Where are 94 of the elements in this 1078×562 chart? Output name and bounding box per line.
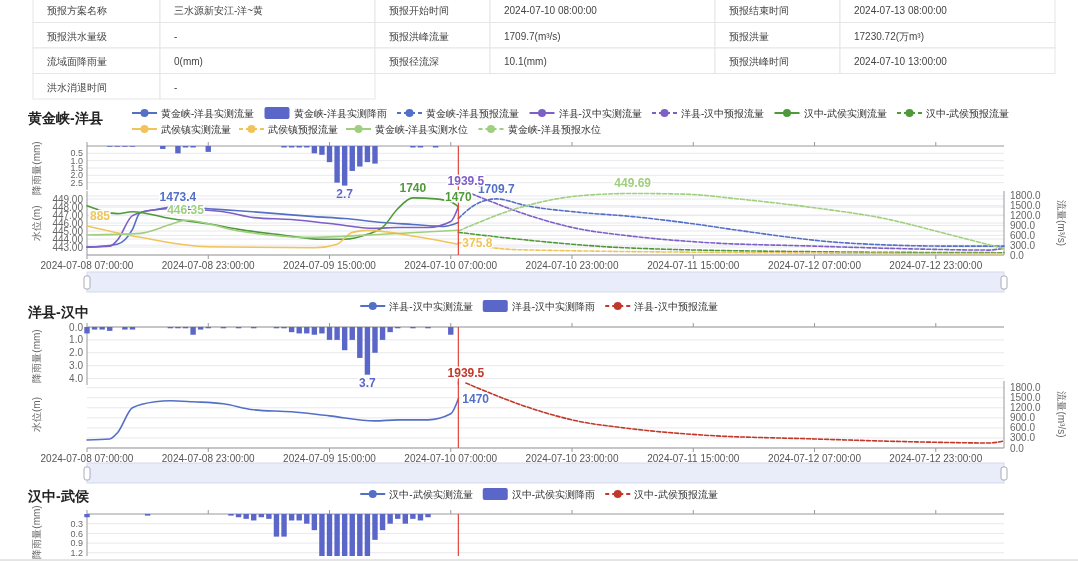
x-tick-label: 2024-07-09 15:00:00	[283, 260, 377, 271]
text: 10.1(mm)	[504, 56, 547, 67]
y2-tick-label: 1500.0	[1010, 392, 1042, 404]
y2-tick-label: 0.0	[1010, 442, 1025, 454]
data-label: 885	[90, 208, 111, 223]
x-tick-label: 2024-07-08 07:00:00	[40, 260, 134, 271]
y2-axis-title: 流量(m³/s)	[1056, 391, 1067, 438]
y2-tick-label: 1500.0	[1010, 200, 1042, 212]
y-tick-label: 1.0	[69, 334, 84, 346]
legend-label: 洋县-汉中预报流量	[634, 300, 718, 312]
text: 洪水消退时间	[47, 81, 107, 93]
legend-label: 洋县-汉中实测降雨	[511, 300, 596, 312]
legend-label: 黄金峡-洋县实测降雨	[293, 107, 387, 119]
data-label: 1473.4	[159, 189, 197, 204]
legend-label: 黄金峡-洋县预报水位	[507, 123, 601, 135]
y2-tick-label: 300.0	[1010, 432, 1036, 444]
y2-tick-label: 0.0	[1010, 249, 1025, 261]
text: 预报洪水量级	[47, 30, 107, 42]
y-tick-label: 1.2	[70, 547, 83, 558]
text: 17230.72(万m³)	[854, 30, 925, 42]
x-tick-label: 2024-07-08 23:00:00	[161, 453, 256, 464]
y-axis-title: 水位(m)	[31, 397, 42, 432]
y2-tick-label: 600.0	[1010, 422, 1036, 434]
y2-tick-label: 300.0	[1010, 239, 1036, 251]
x-tick-label: 2024-07-10 23:00:00	[525, 260, 619, 271]
text: 预报洪峰时间	[729, 56, 789, 67]
legend-label: 黄金峡-洋县实测流量	[161, 107, 255, 119]
x-tick-label: 2024-07-10 07:00:00	[404, 260, 498, 271]
text: 0(mm)	[174, 56, 203, 67]
data-label: 3.7	[359, 375, 377, 390]
legend-label: 武侯镇预报流量	[268, 123, 338, 135]
text: 2024-07-13 08:00:00	[854, 5, 948, 16]
text: 预报开始时间	[389, 5, 449, 16]
text: 预报洪量	[729, 30, 769, 42]
y2-tick-label: 1200.0	[1010, 402, 1042, 414]
text: 预报方案名称	[47, 5, 107, 16]
y-tick-label: 0.9	[70, 538, 83, 549]
legend-label: 洋县-汉中实测流量	[558, 107, 642, 119]
x-tick-label: 2024-07-08 23:00:00	[161, 260, 256, 271]
text: -	[174, 30, 178, 42]
chart-title: 汉中-武侯	[27, 488, 90, 504]
y-tick-label: 3.0	[69, 360, 84, 372]
text: 预报结束时间	[729, 5, 789, 16]
data-label: 1470	[462, 391, 490, 406]
x-tick-label: 2024-07-10 23:00:00	[525, 453, 619, 464]
y-tick-label: 0.6	[70, 528, 83, 539]
text: 1709.7(m³/s)	[504, 30, 561, 42]
y2-tick-label: 900.0	[1010, 412, 1036, 424]
x-tick-label: 2024-07-11 15:00:00	[647, 260, 740, 271]
y2-tick-label: 600.0	[1010, 229, 1036, 241]
text: 流域面降雨量	[47, 56, 107, 67]
y2-tick-label: 1800.0	[1010, 190, 1042, 202]
x-tick-label: 2024-07-12 23:00:00	[889, 453, 983, 464]
y-axis-title: 降雨量(mm)	[31, 141, 42, 195]
legend-label: 汉中-武侯实测降雨	[511, 488, 596, 500]
legend-label: 汉中-武侯预报流量	[634, 488, 718, 500]
x-tick-label: 2024-07-09 15:00:00	[283, 453, 377, 464]
y-tick-label: 0.0	[69, 321, 84, 333]
text: 预报洪峰流量	[389, 30, 449, 42]
chart-title: 黄金峡-洋县	[27, 110, 103, 126]
legend-label: 汉中-武侯预报流量	[926, 107, 1010, 119]
text: 2024-07-10 08:00:00	[504, 5, 598, 16]
legend-label: 黄金峡-洋县实测水位	[375, 123, 469, 135]
x-tick-label: 2024-07-12 07:00:00	[768, 453, 862, 464]
x-tick-label: 2024-07-08 07:00:00	[40, 453, 134, 464]
data-label: 375.8	[462, 235, 493, 250]
x-tick-label: 2024-07-12 07:00:00	[768, 260, 862, 271]
text: -	[174, 81, 178, 93]
y-axis-title: 降雨量(mm)	[31, 505, 42, 559]
y2-tick-label: 900.0	[1010, 219, 1036, 231]
y2-tick-label: 1200.0	[1010, 210, 1042, 222]
chart-title: 洋县-汉中	[27, 304, 89, 320]
legend-label: 洋县-汉中预报流量	[681, 107, 765, 119]
x-tick-label: 2024-07-10 07:00:00	[404, 453, 498, 464]
y-tick-label: 0.3	[70, 518, 83, 529]
y-axis-title: 水位(m)	[31, 205, 42, 241]
legend-label: 武侯镇实测流量	[161, 123, 231, 135]
y2-axis-title: 流量(m³/s)	[1056, 199, 1067, 247]
data-label: 1740	[399, 180, 427, 195]
legend-label: 洋县-汉中实测流量	[389, 300, 473, 312]
y-tick-label: 4.0	[69, 373, 84, 385]
text: 2024-07-10 13:00:00	[854, 56, 948, 67]
y-tick-label: 2.0	[69, 347, 84, 359]
legend-label: 黄金峡-洋县预报流量	[426, 107, 520, 119]
legend-label: 汉中-武侯实测流量	[389, 488, 473, 500]
data-label: 2.7	[336, 186, 354, 201]
legend-label: 汉中-武侯实测流量	[803, 107, 887, 119]
text: 三水源新安江-洋~黄	[174, 5, 264, 16]
y2-tick-label: 1800.0	[1010, 382, 1042, 394]
x-tick-label: 2024-07-12 23:00:00	[889, 260, 983, 271]
data-label: 449.69	[614, 176, 652, 191]
x-tick-label: 2024-07-11 15:00:00	[647, 453, 740, 464]
text: 预报径流深	[389, 56, 439, 67]
y-axis-title: 降雨量(mm)	[31, 329, 42, 383]
